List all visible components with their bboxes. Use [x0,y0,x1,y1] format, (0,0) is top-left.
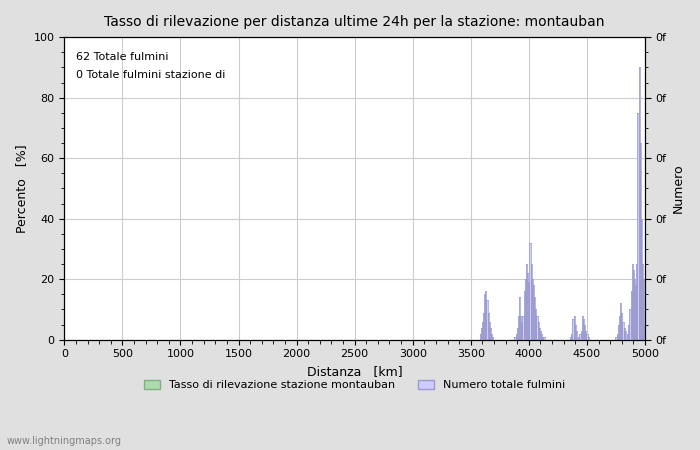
Y-axis label: Percento   [%]: Percento [%] [15,144,28,233]
Legend: Tasso di rilevazione stazione montauban, Numero totale fulmini: Tasso di rilevazione stazione montauban,… [139,375,570,395]
Title: Tasso di rilevazione per distanza ultime 24h per la stazione: montauban: Tasso di rilevazione per distanza ultime… [104,15,605,29]
Text: 62 Totale fulmini: 62 Totale fulmini [76,52,169,62]
Text: www.lightningmaps.org: www.lightningmaps.org [7,436,122,446]
Y-axis label: Numero: Numero [672,164,685,213]
Text: 0 Totale fulmini stazione di: 0 Totale fulmini stazione di [76,70,225,81]
X-axis label: Distanza   [km]: Distanza [km] [307,365,402,378]
